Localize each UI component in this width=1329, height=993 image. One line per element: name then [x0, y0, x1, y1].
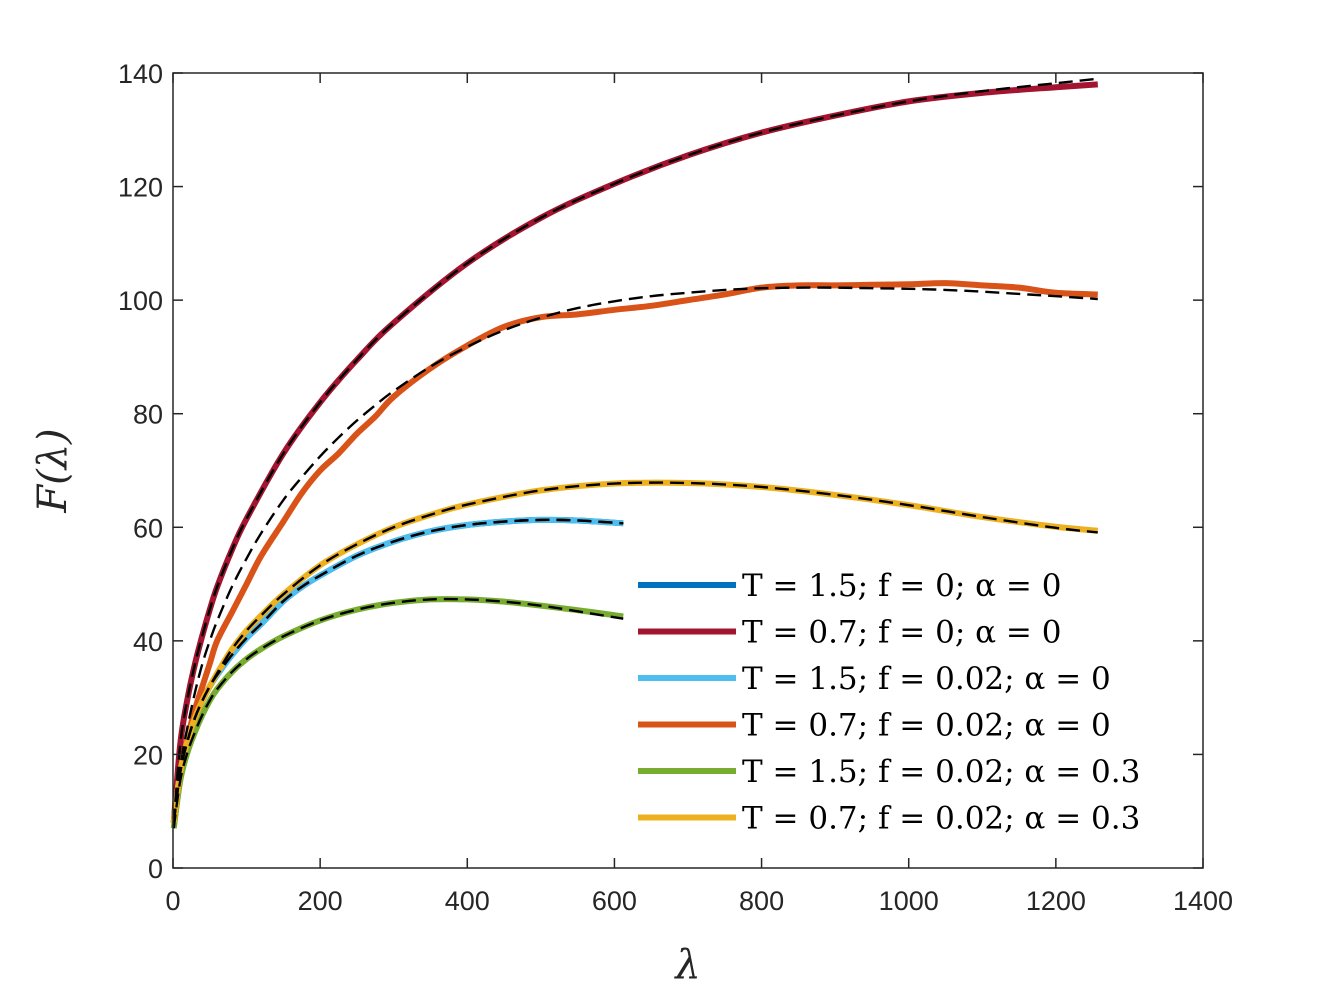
x-axis-title: λ [673, 942, 700, 988]
y-tick-label: 60 [133, 513, 163, 543]
y-axis-title: F(λ) [30, 428, 76, 513]
legend: T = 1.5; f = 0; α = 0 T = 0.7; f = 0; α =… [638, 568, 1140, 837]
x-tick-label: 1200 [1026, 886, 1086, 916]
x-tick-label: 800 [739, 886, 784, 916]
x-tick-label: 1000 [879, 886, 939, 916]
fit-line-5 [172, 597, 624, 829]
x-tick-label: 1400 [1173, 886, 1233, 916]
y-tick-label: 140 [118, 59, 163, 89]
legend-label-1: T = 1.5; f = 0; α = 0 [742, 568, 1061, 604]
legend-label-4: T = 0.7; f = 0.02; α = 0 [742, 708, 1111, 744]
y-tick-label: 80 [133, 400, 163, 430]
y-tick-label: 0 [148, 854, 163, 884]
legend-label-2: T = 0.7; f = 0; α = 0 [742, 615, 1061, 651]
legend-label-3: T = 1.5; f = 0.02; α = 0 [742, 661, 1111, 697]
axis-ticks: 0 200 400 600 800 1000 1200 1400 0 20 40 60 80 100 120… [118, 59, 1233, 916]
axes-box [172, 72, 1204, 869]
x-tick-label: 600 [592, 886, 637, 916]
x-tick-label: 0 [165, 886, 180, 916]
x-tick-label: 400 [445, 886, 490, 916]
plot-lines [170, 77, 1099, 829]
legend-label-5: T = 1.5; f = 0.02; α = 0.3 [742, 754, 1140, 790]
fit-line-2 [172, 77, 1098, 823]
y-tick-label: 100 [118, 286, 163, 316]
fit-line-6 [172, 481, 1098, 823]
y-tick-label: 20 [133, 740, 163, 770]
y-tick-label: 120 [118, 173, 163, 203]
y-tick-label: 40 [133, 627, 163, 657]
series-line-4 [170, 280, 1098, 823]
legend-label-6: T = 0.7; f = 0.02; α = 0.3 [742, 801, 1140, 837]
x-tick-label: 200 [298, 886, 343, 916]
